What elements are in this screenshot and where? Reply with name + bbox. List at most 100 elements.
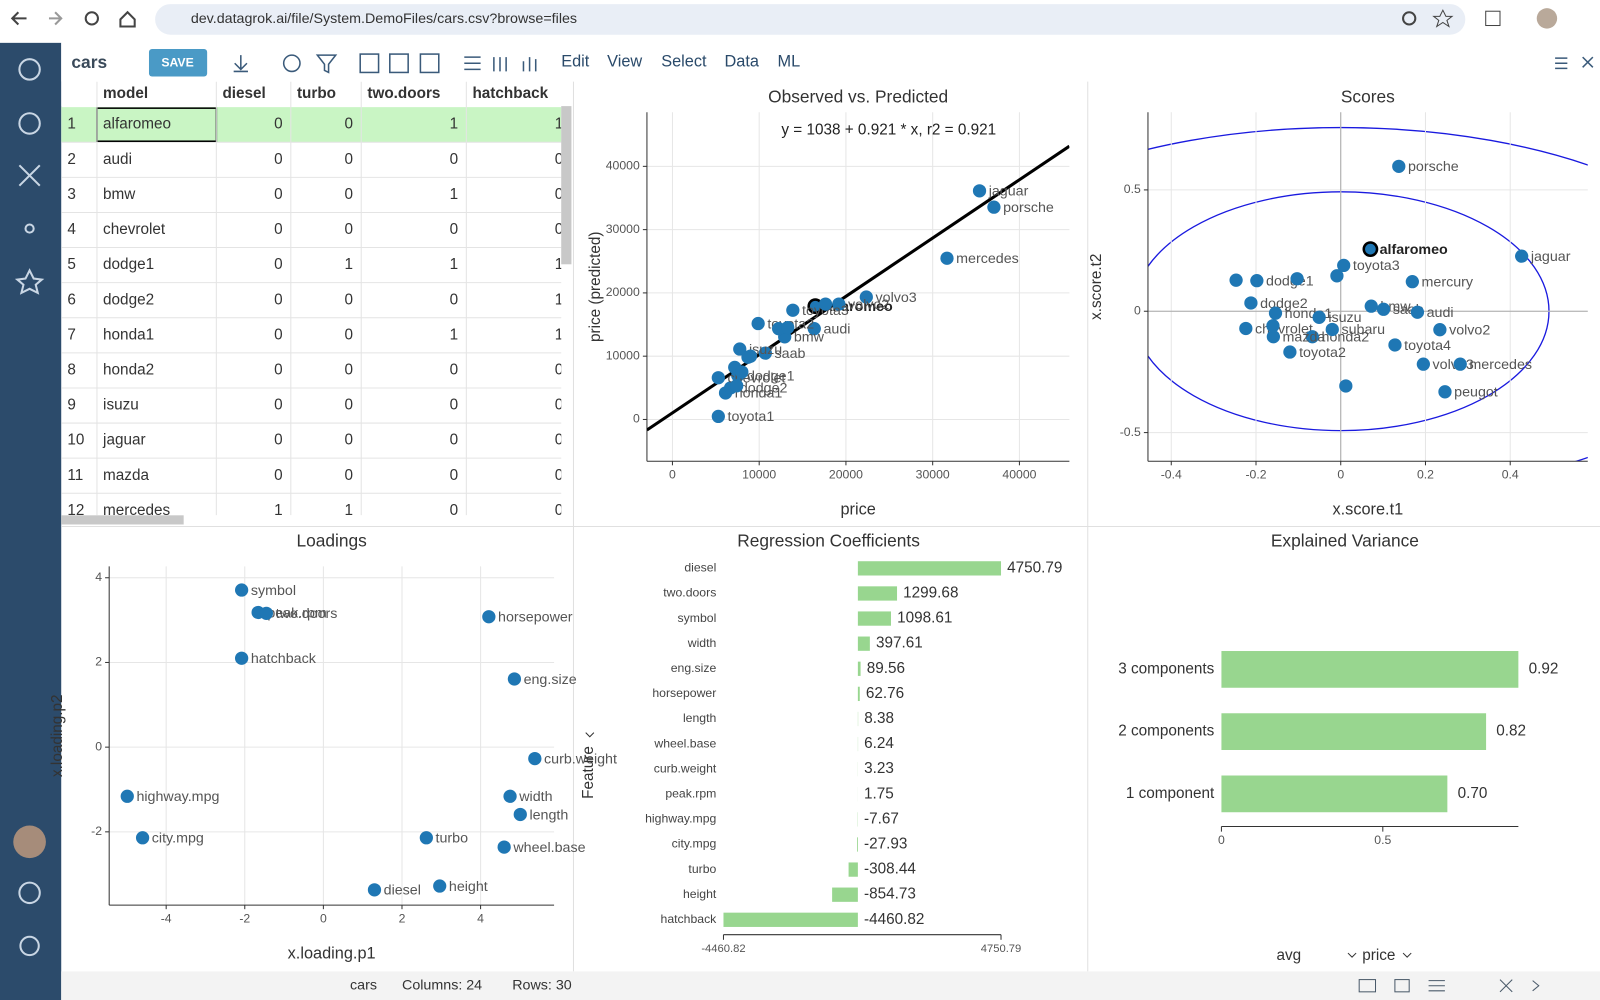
cell[interactable]: 0 — [450, 361, 459, 378]
cell[interactable]: 0 — [450, 151, 459, 168]
cell[interactable]: 0 — [345, 221, 354, 238]
column-icons[interactable] — [464, 56, 537, 72]
data-point[interactable] — [513, 807, 527, 822]
cell[interactable]: mazda — [103, 467, 149, 484]
cell[interactable]: 0 — [274, 116, 283, 133]
back-button[interactable] — [10, 11, 27, 26]
cell[interactable]: 0 — [555, 221, 564, 238]
data-point[interactable] — [758, 346, 772, 360]
data-point[interactable] — [807, 322, 821, 336]
forward-button[interactable] — [48, 11, 63, 26]
data-point[interactable] — [1453, 357, 1467, 371]
cell[interactable]: 1 — [450, 256, 459, 273]
layout-icon[interactable] — [389, 53, 409, 74]
cell[interactable]: 0 — [274, 361, 283, 378]
data-point[interactable] — [730, 379, 744, 393]
status-icon[interactable] — [1428, 980, 1445, 992]
data-point[interactable] — [367, 883, 382, 897]
data-point[interactable] — [1362, 241, 1379, 258]
cell[interactable]: 0 — [274, 467, 283, 484]
refresh-icon[interactable] — [282, 54, 301, 73]
data-point[interactable] — [1330, 269, 1344, 283]
cell[interactable]: honda2 — [103, 361, 154, 378]
cell[interactable]: 1 — [555, 116, 564, 133]
cell[interactable]: 0 — [450, 467, 459, 484]
cell[interactable]: 0 — [555, 186, 564, 203]
save-button[interactable] — [148, 48, 208, 77]
data-point[interactable] — [1312, 310, 1326, 324]
y-axis-label[interactable]: Feature — [580, 746, 597, 799]
data-point[interactable] — [735, 365, 749, 379]
data-point[interactable] — [972, 184, 987, 198]
cell[interactable]: 1 — [555, 291, 564, 308]
download-icon[interactable] — [233, 55, 248, 73]
data-point[interactable] — [733, 342, 747, 356]
cell[interactable]: 1 — [274, 502, 283, 519]
aggregation-selector[interactable]: avg — [1276, 947, 1301, 964]
column-selector[interactable]: price — [1362, 947, 1395, 964]
data-point[interactable] — [1364, 299, 1378, 313]
cell[interactable]: honda1 — [103, 326, 154, 343]
data-point[interactable] — [1438, 385, 1452, 399]
bar[interactable] — [857, 561, 1002, 576]
cell[interactable]: 1 — [555, 256, 564, 273]
data-point[interactable] — [259, 606, 274, 620]
data-point[interactable] — [1388, 338, 1402, 352]
column-header[interactable]: two.doors — [367, 85, 440, 102]
cell[interactable]: 0 — [450, 291, 459, 308]
layout-icon[interactable] — [419, 53, 440, 74]
menu-item[interactable]: Select — [661, 53, 707, 71]
cell[interactable]: 0 — [274, 256, 283, 273]
data-point[interactable] — [1266, 330, 1281, 344]
cell[interactable]: 0 — [345, 397, 354, 414]
bar[interactable] — [857, 586, 898, 601]
cell[interactable]: 0 — [274, 432, 283, 449]
menu-item[interactable]: ML — [778, 53, 801, 71]
column-header[interactable]: model — [103, 85, 148, 102]
window-controls[interactable] — [1555, 56, 1594, 70]
data-point[interactable] — [1290, 272, 1304, 286]
cell[interactable]: 0 — [555, 432, 564, 449]
status-icon[interactable] — [1358, 979, 1377, 993]
cell[interactable]: 0 — [345, 326, 354, 343]
cell[interactable]: bmw — [103, 186, 136, 203]
cell[interactable]: 0 — [274, 326, 283, 343]
cell[interactable]: 0 — [345, 291, 354, 308]
data-point[interactable] — [832, 297, 846, 311]
cell[interactable]: 0 — [345, 116, 354, 133]
bar[interactable] — [723, 912, 858, 927]
cell[interactable]: 0 — [274, 186, 283, 203]
user-avatar[interactable] — [13, 825, 46, 859]
bar[interactable] — [848, 862, 858, 877]
cell[interactable]: 0 — [345, 467, 354, 484]
menu-item[interactable]: View — [607, 53, 642, 71]
data-point[interactable] — [1410, 305, 1425, 319]
data-point[interactable] — [503, 789, 517, 803]
data-point[interactable] — [1239, 321, 1253, 336]
data-point[interactable] — [781, 320, 795, 335]
data-point[interactable] — [859, 290, 873, 304]
cell[interactable]: dodge2 — [103, 291, 154, 308]
data-point[interactable] — [1268, 306, 1283, 320]
axis-toggle[interactable] — [585, 732, 595, 738]
cell[interactable]: 0 — [274, 221, 283, 238]
data-point[interactable] — [234, 651, 249, 665]
bar[interactable] — [1221, 775, 1448, 813]
h-scrollbar[interactable] — [61, 515, 184, 525]
data-point[interactable] — [743, 349, 758, 363]
cell[interactable]: 1 — [450, 116, 459, 133]
data-point[interactable] — [1416, 357, 1430, 371]
data-point[interactable] — [1433, 323, 1447, 337]
cell[interactable]: 1 — [345, 502, 354, 519]
favorites-icon[interactable] — [14, 268, 45, 295]
data-point[interactable] — [419, 831, 433, 845]
dropdown-arrow[interactable] — [1402, 952, 1412, 958]
data-point[interactable] — [1392, 159, 1406, 173]
cell[interactable]: mercedes — [103, 502, 171, 519]
cell[interactable]: 0 — [345, 432, 354, 449]
cell[interactable]: 0 — [345, 361, 354, 378]
bookmark-icon[interactable] — [1432, 9, 1454, 28]
cell[interactable]: 0 — [555, 467, 564, 484]
bar[interactable] — [857, 686, 860, 702]
bar[interactable] — [857, 661, 861, 676]
